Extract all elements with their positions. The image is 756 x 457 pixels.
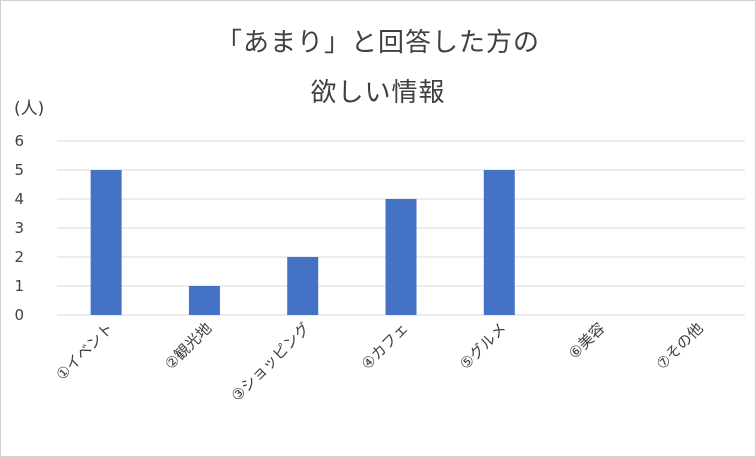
chart-title-line-2: 欲しい情報 xyxy=(310,78,446,108)
x-category-label: ⑤グルメ xyxy=(456,319,510,373)
y-tick-label: 6 xyxy=(14,132,24,150)
bar-4 xyxy=(385,199,417,315)
y-tick-label: 5 xyxy=(14,161,24,179)
x-category-label: ⑥美容 xyxy=(565,319,608,362)
bar-5 xyxy=(483,170,515,315)
x-category-label: ⑦その他 xyxy=(653,319,707,373)
x-category-label: ②観光地 xyxy=(161,319,215,373)
x-axis-category-labels: ①イベント ②観光地 ③ショッピング ④カフェ ⑤グルメ ⑥美容 ⑦その他 xyxy=(52,319,706,405)
chart-title-line-1: 「あまり」と回答した方の xyxy=(215,28,540,58)
y-tick-label: 1 xyxy=(14,277,24,295)
y-tick-label: 2 xyxy=(14,248,24,266)
x-category-label: ④カフェ xyxy=(358,319,412,373)
y-tick-label: 4 xyxy=(14,190,24,208)
bar-2 xyxy=(188,286,220,315)
x-category-label: ③ショッピング xyxy=(228,319,314,405)
y-axis-ticks: 0 1 2 3 4 5 6 xyxy=(14,132,24,324)
y-tick-label: 3 xyxy=(14,219,24,237)
x-category-label: ①イベント xyxy=(52,319,117,384)
bar-1 xyxy=(90,170,122,315)
y-tick-label: 0 xyxy=(14,306,24,324)
bars xyxy=(90,170,515,315)
bar-3 xyxy=(287,257,319,315)
y-axis-unit-label: (人) xyxy=(14,99,45,119)
